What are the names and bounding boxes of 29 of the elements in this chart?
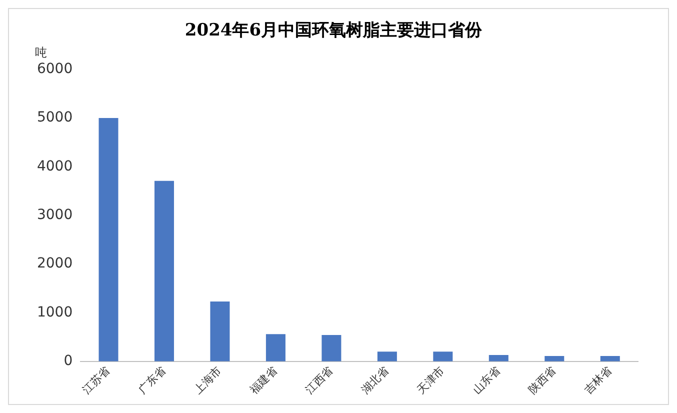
y-tick-label: 3000 [36, 207, 73, 224]
y-tick-label: 1000 [36, 304, 73, 320]
y-tick-label: 4000 [36, 158, 73, 174]
x-tick-label: 广东省 [136, 364, 168, 396]
x-tick-label: 湖北省 [358, 364, 392, 396]
chart-title: 2024年6月中国环氧树脂主要进口省份 [184, 20, 484, 41]
bar [377, 352, 397, 362]
x-tick-label: 陕西省 [526, 364, 559, 396]
x-tick-label: 山东省 [470, 364, 503, 396]
y-tick-label: 0 [64, 352, 73, 369]
x-tick-label: 吉林省 [582, 364, 614, 396]
bar [98, 118, 118, 362]
y-tick-label: 5000 [36, 110, 73, 126]
y-tick-label: 6000 [36, 61, 73, 78]
bar [154, 180, 174, 362]
bar [600, 356, 620, 362]
x-tick-label: 上海市 [192, 364, 224, 396]
bar [266, 334, 286, 362]
bar [322, 335, 342, 362]
x-tick-label: 天津市 [414, 364, 448, 396]
bar [210, 301, 230, 362]
x-tick-label: 江苏省 [80, 364, 113, 396]
bar [544, 356, 564, 362]
y-axis-title: 吨 [35, 46, 47, 60]
bar [488, 355, 508, 362]
bar [433, 352, 453, 362]
x-tick-label: 江西省 [303, 364, 336, 396]
x-tick-label: 福建省 [247, 364, 280, 396]
y-tick-label: 2000 [36, 256, 73, 272]
